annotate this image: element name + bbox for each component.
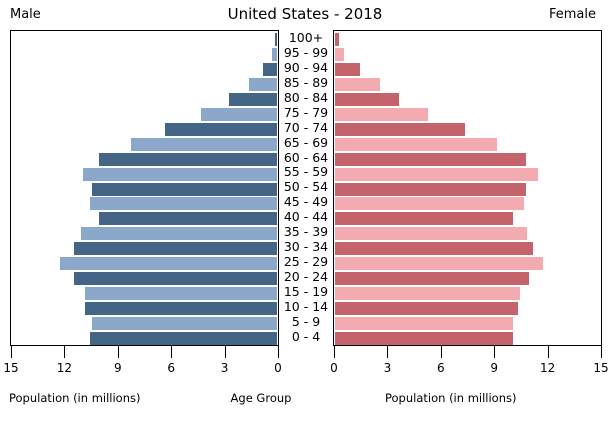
- female-bar: [335, 92, 400, 106]
- male-x-axis: 0 3 6 9 12 15: [3, 346, 282, 380]
- male-bar: [83, 167, 277, 181]
- axis-tick: [278, 346, 279, 358]
- age-group-label: 40 - 44: [283, 209, 329, 225]
- age-group-label: 100+: [288, 30, 324, 45]
- female-bar: [335, 272, 529, 286]
- male-bar: [228, 92, 277, 106]
- axis-tick: [601, 346, 602, 358]
- axis-tick-label: 9: [113, 361, 122, 375]
- male-bar: [248, 77, 277, 91]
- axis-tick: [440, 346, 442, 358]
- age-group-label: 90 - 94: [283, 59, 329, 75]
- male-panel-header: Male: [10, 7, 41, 22]
- male-bar: [90, 332, 277, 346]
- male-bar: [59, 257, 277, 271]
- axis-tick-label: 6: [167, 361, 176, 375]
- male-bar: [99, 212, 277, 226]
- axis-tick-label: 0: [330, 361, 338, 375]
- age-group-label: 60 - 64: [283, 149, 329, 165]
- age-group-label: 65 - 69: [283, 134, 329, 150]
- female-bar: [335, 47, 344, 61]
- male-bar: [164, 122, 277, 136]
- axis-tick: [494, 346, 496, 358]
- female-chart-panel: [333, 30, 602, 346]
- male-bar: [262, 62, 277, 76]
- chart-title: United States - 2018: [227, 5, 383, 23]
- female-bar: [335, 212, 513, 226]
- male-bar: [90, 197, 277, 211]
- age-group-label: 30 - 34: [283, 239, 329, 255]
- axis-tick-label: 15: [593, 361, 609, 375]
- age-group-label: 95 - 99: [283, 44, 329, 60]
- age-group-label: 45 - 49: [283, 194, 329, 210]
- axis-tick: [171, 346, 173, 358]
- age-group-label: 35 - 39: [283, 224, 329, 240]
- female-bar: [335, 62, 360, 76]
- age-group-labels-column: 100+ 95 - 99 90 - 94 85 - 89 80 - 84 75 - 79 7…: [279, 30, 333, 345]
- age-group-label: 80 - 84: [283, 89, 329, 105]
- male-bar: [200, 107, 277, 121]
- axis-tick-label: 15: [3, 361, 19, 375]
- male-bar: [99, 152, 277, 166]
- age-group-label: 55 - 59: [283, 164, 329, 180]
- female-bar: [335, 152, 526, 166]
- axis-tick-label: 9: [490, 361, 499, 375]
- female-bar: [335, 167, 538, 181]
- age-group-label: 75 - 79: [283, 104, 329, 120]
- age-group-label: 20 - 24: [283, 269, 329, 284]
- female-bar: [335, 302, 519, 316]
- male-bar: [275, 32, 277, 46]
- axis-tick-label: 3: [383, 361, 392, 375]
- axis-tick-label: 3: [220, 361, 229, 375]
- axis-tick-label: 12: [56, 361, 73, 375]
- male-bar: [74, 242, 277, 256]
- female-bar: [335, 182, 526, 196]
- female-bar: [335, 257, 544, 271]
- axis-tick: [64, 346, 66, 358]
- female-axis-label: Population (in millions): [385, 391, 517, 405]
- age-group-label: 25 - 29: [283, 254, 329, 270]
- age-group-label: 0 - 4: [291, 328, 321, 344]
- female-bar: [335, 332, 513, 346]
- age-group-label: 15 - 19: [283, 283, 329, 299]
- age-group-label: 5 - 9: [291, 313, 321, 329]
- male-bar: [91, 317, 277, 331]
- male-bar: [81, 227, 277, 241]
- axis-tick: [334, 346, 335, 358]
- female-bar: [335, 77, 380, 91]
- age-group-label: 70 - 74: [283, 119, 329, 135]
- age-group-label: 85 - 89: [283, 74, 329, 90]
- female-bar: [335, 197, 524, 211]
- age-group-label: 50 - 54: [283, 179, 329, 195]
- female-bar: [335, 137, 497, 151]
- male-bar: [131, 137, 277, 151]
- male-bar: [74, 272, 277, 286]
- male-bar: [91, 182, 277, 196]
- axis-tick: [117, 346, 119, 358]
- female-panel-header: Female: [548, 7, 596, 22]
- axis-tick: [547, 346, 549, 358]
- axis-tick: [11, 346, 12, 358]
- male-axis-label: Population (in millions): [9, 391, 141, 405]
- male-bar: [84, 287, 277, 301]
- female-bar: [335, 287, 521, 301]
- axis-tick-label: 6: [436, 361, 445, 375]
- female-bar: [335, 227, 528, 241]
- axis-tick-label: 0: [274, 361, 282, 375]
- axis-tick: [387, 346, 389, 358]
- female-bar: [335, 317, 513, 331]
- age-group-label: 10 - 14: [283, 298, 329, 314]
- axis-tick-label: 12: [539, 361, 556, 375]
- axis-tick: [224, 346, 226, 358]
- male-chart-panel: [10, 30, 279, 346]
- female-bar: [335, 122, 465, 136]
- female-bar: [335, 107, 428, 121]
- male-bar: [84, 302, 277, 316]
- female-bar: [335, 242, 533, 256]
- female-bar: [335, 32, 339, 46]
- female-x-axis: 0 3 6 9 12 15: [330, 346, 609, 380]
- age-group-axis-label: Age Group: [230, 391, 292, 405]
- male-bar: [271, 47, 277, 61]
